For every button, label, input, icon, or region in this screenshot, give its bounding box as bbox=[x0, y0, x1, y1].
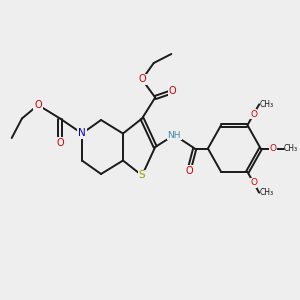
Text: NH: NH bbox=[167, 130, 181, 140]
Text: S: S bbox=[139, 170, 145, 181]
Text: O: O bbox=[56, 137, 64, 148]
Text: O: O bbox=[269, 144, 276, 153]
Text: CH₃: CH₃ bbox=[259, 188, 273, 197]
Text: O: O bbox=[138, 74, 146, 85]
Text: O: O bbox=[34, 100, 42, 110]
Text: O: O bbox=[169, 86, 177, 97]
Text: O: O bbox=[250, 110, 257, 119]
Text: O: O bbox=[185, 166, 193, 176]
Text: CH₃: CH₃ bbox=[259, 100, 273, 109]
Text: O: O bbox=[250, 178, 257, 187]
Text: N: N bbox=[78, 128, 86, 139]
Text: CH₃: CH₃ bbox=[284, 144, 298, 153]
